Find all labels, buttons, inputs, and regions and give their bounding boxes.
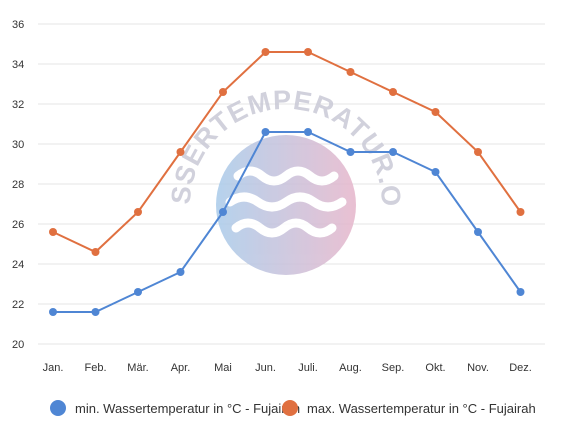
y-tick-label: 34 bbox=[12, 59, 24, 71]
data-point bbox=[49, 228, 57, 236]
watermark-wave bbox=[233, 166, 339, 186]
data-point bbox=[219, 88, 227, 96]
x-tick-label: Feb. bbox=[84, 362, 106, 374]
data-point bbox=[389, 88, 397, 96]
data-point bbox=[431, 168, 440, 176]
data-point bbox=[49, 308, 57, 316]
legend-marker bbox=[282, 400, 298, 416]
x-tick-label: Mär. bbox=[127, 362, 148, 374]
series-layer bbox=[49, 48, 525, 316]
x-tick-label: Juli. bbox=[298, 362, 318, 374]
legend-marker bbox=[50, 400, 66, 416]
data-point bbox=[176, 148, 185, 156]
x-axis: Jan. Feb. Mär. Apr. Mai Jun. Juli. Aug. Sep. Okt.… bbox=[43, 362, 532, 374]
x-tick-label: Mai bbox=[214, 362, 232, 374]
data-point bbox=[134, 288, 142, 296]
data-point bbox=[304, 48, 312, 56]
x-tick-label: Aug. bbox=[339, 362, 362, 374]
watermark-wave bbox=[225, 192, 347, 212]
y-tick-label: 26 bbox=[12, 219, 24, 231]
data-point bbox=[346, 68, 355, 76]
data-point bbox=[261, 128, 270, 136]
legend: min. Wassertemperatur in °C - Fujairah ma… bbox=[50, 400, 536, 416]
y-tick-label: 22 bbox=[12, 299, 24, 311]
legend-label: min. Wassertemperatur in °C - Fujairah bbox=[75, 401, 300, 416]
x-tick-label: Nov. bbox=[467, 362, 489, 374]
data-point bbox=[431, 108, 440, 116]
data-point bbox=[219, 208, 227, 216]
data-point bbox=[389, 148, 397, 156]
data-point bbox=[474, 148, 482, 156]
data-point bbox=[91, 308, 100, 316]
x-tick-label: Okt. bbox=[425, 362, 445, 374]
x-tick-label: Jan. bbox=[43, 362, 64, 374]
data-point bbox=[261, 48, 270, 56]
data-point bbox=[516, 288, 525, 296]
y-tick-label: 20 bbox=[12, 339, 24, 351]
x-tick-label: Jun. bbox=[255, 362, 276, 374]
x-tick-label: Sep. bbox=[382, 362, 405, 374]
series-line-1 bbox=[53, 131, 522, 313]
data-point bbox=[176, 268, 185, 276]
y-tick-label: 28 bbox=[12, 179, 24, 191]
data-point bbox=[346, 148, 355, 156]
y-tick-label: 30 bbox=[12, 139, 24, 151]
series-line-2 bbox=[52, 51, 522, 254]
data-point bbox=[474, 228, 482, 236]
x-tick-label: Apr. bbox=[171, 362, 191, 374]
data-point bbox=[516, 208, 525, 216]
y-axis: 20 22 24 26 28 30 32 34 36 bbox=[12, 19, 24, 351]
y-tick-label: 32 bbox=[12, 99, 24, 111]
watermark-wave bbox=[231, 218, 337, 238]
data-point bbox=[91, 248, 100, 256]
data-point bbox=[304, 128, 312, 136]
legend-label: max. Wassertemperatur in °C - Fujairah bbox=[307, 401, 536, 416]
y-tick-label: 24 bbox=[12, 259, 24, 271]
data-point bbox=[134, 208, 142, 216]
x-tick-label: Dez. bbox=[509, 362, 532, 374]
watermark-logo: WASSERTEMPERATUR.ORG bbox=[0, 0, 406, 275]
y-tick-label: 36 bbox=[12, 19, 24, 31]
